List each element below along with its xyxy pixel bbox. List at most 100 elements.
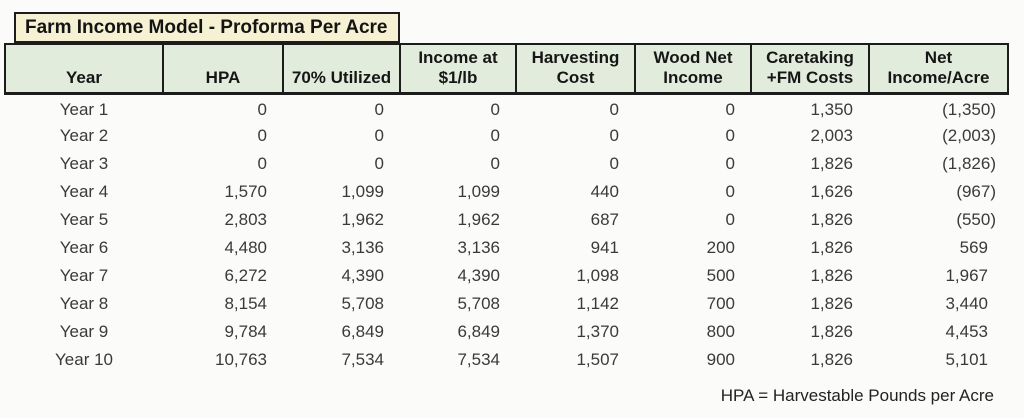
year-cell: Year 9: [59, 321, 109, 341]
table-row: Year 5 2,803 1,962 1,962 687 0 1,826 (550): [5, 206, 1008, 234]
value-cell: 4,390: [457, 265, 500, 285]
value-cell: 440: [590, 181, 619, 201]
net-income-cell: 4,453: [945, 321, 988, 341]
value-cell: 1,507: [576, 349, 619, 369]
value-cell: 700: [706, 293, 735, 313]
table-row: Year 1 0 0 0 0 0 1,350 (1,350): [5, 94, 1008, 122]
table-row: Year 10 10,763 7,534 7,534 1,507 900 1,826 5,10…: [5, 346, 1008, 374]
year-cell: Year 1: [59, 100, 109, 120]
column-header-year: Year: [4, 43, 164, 96]
column-header-net-income-acre: Net Income/Acre: [868, 43, 1009, 96]
value-cell: 1,570: [224, 181, 267, 201]
value-cell: 0: [374, 125, 384, 145]
value-cell: 0: [725, 181, 735, 201]
table-row: Year 7 6,272 4,390 4,390 1,098 500 1,826 1,967: [5, 262, 1008, 290]
net-income-cell: 5,101: [945, 349, 988, 369]
value-cell: 2,803: [224, 209, 267, 229]
table-row: Year 6 4,480 3,136 3,136 941 200 1,826 569: [5, 234, 1008, 262]
net-income-cell: (2,003): [942, 125, 996, 145]
value-cell: 500: [706, 265, 735, 285]
value-cell: 5,708: [341, 293, 384, 313]
value-cell: 0: [609, 100, 619, 120]
value-cell: 1,370: [576, 321, 619, 341]
value-cell: 900: [706, 349, 735, 369]
year-cell: Year 5: [59, 209, 109, 229]
net-income-cell: (967): [956, 181, 996, 201]
value-cell: 0: [374, 100, 384, 120]
year-cell: Year 3: [59, 153, 109, 173]
value-cell: 6,849: [457, 321, 500, 341]
table-header-row: Year HPA 70% Utilized Income at $1/lb Harves…: [4, 43, 1009, 96]
value-cell: 0: [257, 100, 267, 120]
value-cell: 1,826: [810, 209, 853, 229]
value-cell: 0: [490, 153, 500, 173]
value-cell: 1,350: [810, 100, 853, 120]
column-header-caretaking-fm-costs: Caretaking +FM Costs: [750, 43, 870, 96]
value-cell: 0: [490, 125, 500, 145]
year-cell: Year 8: [59, 293, 109, 313]
value-cell: 1,826: [810, 153, 853, 173]
value-cell: 7,534: [457, 349, 500, 369]
value-cell: 0: [257, 153, 267, 173]
value-cell: 1,098: [576, 265, 619, 285]
value-cell: 1,099: [341, 181, 384, 201]
table-title-text: Farm Income Model - Proforma Per Acre: [25, 16, 388, 38]
value-cell: 6,272: [224, 265, 267, 285]
table-row: Year 9 9,784 6,849 6,849 1,370 800 1,826 4,453: [5, 318, 1008, 346]
hpa-footnote: HPA = Harvestable Pounds per Acre: [720, 386, 994, 405]
value-cell: 0: [725, 153, 735, 173]
year-cell: Year 2: [59, 125, 109, 145]
net-income-cell: (1,826): [942, 153, 996, 173]
value-cell: 1,826: [810, 237, 853, 257]
value-cell: 200: [706, 237, 735, 257]
net-income-cell: 569: [959, 237, 988, 257]
value-cell: 9,784: [224, 321, 267, 341]
value-cell: 1,962: [341, 209, 384, 229]
year-cell: Year 4: [59, 181, 109, 201]
year-cell: Year 10: [55, 349, 113, 369]
net-income-cell: (550): [956, 209, 996, 229]
table-row: Year 2 0 0 0 0 0 2,003 (2,003): [5, 122, 1008, 150]
net-income-cell: 3,440: [945, 293, 988, 313]
value-cell: 0: [374, 153, 384, 173]
value-cell: 4,390: [341, 265, 384, 285]
farm-income-table: Year HPA 70% Utilized Income at $1/lb Harves…: [4, 43, 1009, 374]
year-cell: Year 6: [59, 237, 109, 257]
value-cell: 800: [706, 321, 735, 341]
value-cell: 3,136: [341, 237, 384, 257]
column-header-harvesting-cost: Harvesting Cost: [515, 43, 636, 96]
value-cell: 687: [590, 209, 619, 229]
value-cell: 941: [590, 237, 619, 257]
value-cell: 1,626: [810, 181, 853, 201]
value-cell: 0: [725, 209, 735, 229]
value-cell: 8,154: [224, 293, 267, 313]
value-cell: 1,826: [810, 349, 853, 369]
net-income-cell: (1,350): [942, 100, 996, 120]
value-cell: 0: [257, 125, 267, 145]
value-cell: 1,826: [810, 265, 853, 285]
value-cell: 10,763: [215, 349, 267, 369]
table-row: Year 8 8,154 5,708 5,708 1,142 700 1,826 3,440: [5, 290, 1008, 318]
net-income-cell: 1,967: [945, 265, 988, 285]
value-cell: 0: [609, 153, 619, 173]
value-cell: 1,826: [810, 321, 853, 341]
table-row: Year 3 0 0 0 0 0 1,826 (1,826): [5, 150, 1008, 178]
year-cell: Year 7: [59, 265, 109, 285]
value-cell: 1,826: [810, 293, 853, 313]
value-cell: 1,142: [576, 293, 619, 313]
value-cell: 0: [490, 100, 500, 120]
table-title: Farm Income Model - Proforma Per Acre: [14, 12, 400, 43]
table-row: Year 4 1,570 1,099 1,099 440 0 1,626 (967): [5, 178, 1008, 206]
column-header-wood-net-income: Wood Net Income: [634, 43, 752, 96]
value-cell: 2,003: [810, 125, 853, 145]
value-cell: 3,136: [457, 237, 500, 257]
value-cell: 7,534: [341, 349, 384, 369]
value-cell: 5,708: [457, 293, 500, 313]
value-cell: 1,962: [457, 209, 500, 229]
value-cell: 1,099: [457, 181, 500, 201]
value-cell: 0: [725, 100, 735, 120]
value-cell: 0: [725, 125, 735, 145]
value-cell: 0: [609, 125, 619, 145]
column-header-utilized-70: 70% Utilized: [282, 43, 401, 96]
column-header-income-at-1-lb: Income at $1/lb: [399, 43, 517, 96]
